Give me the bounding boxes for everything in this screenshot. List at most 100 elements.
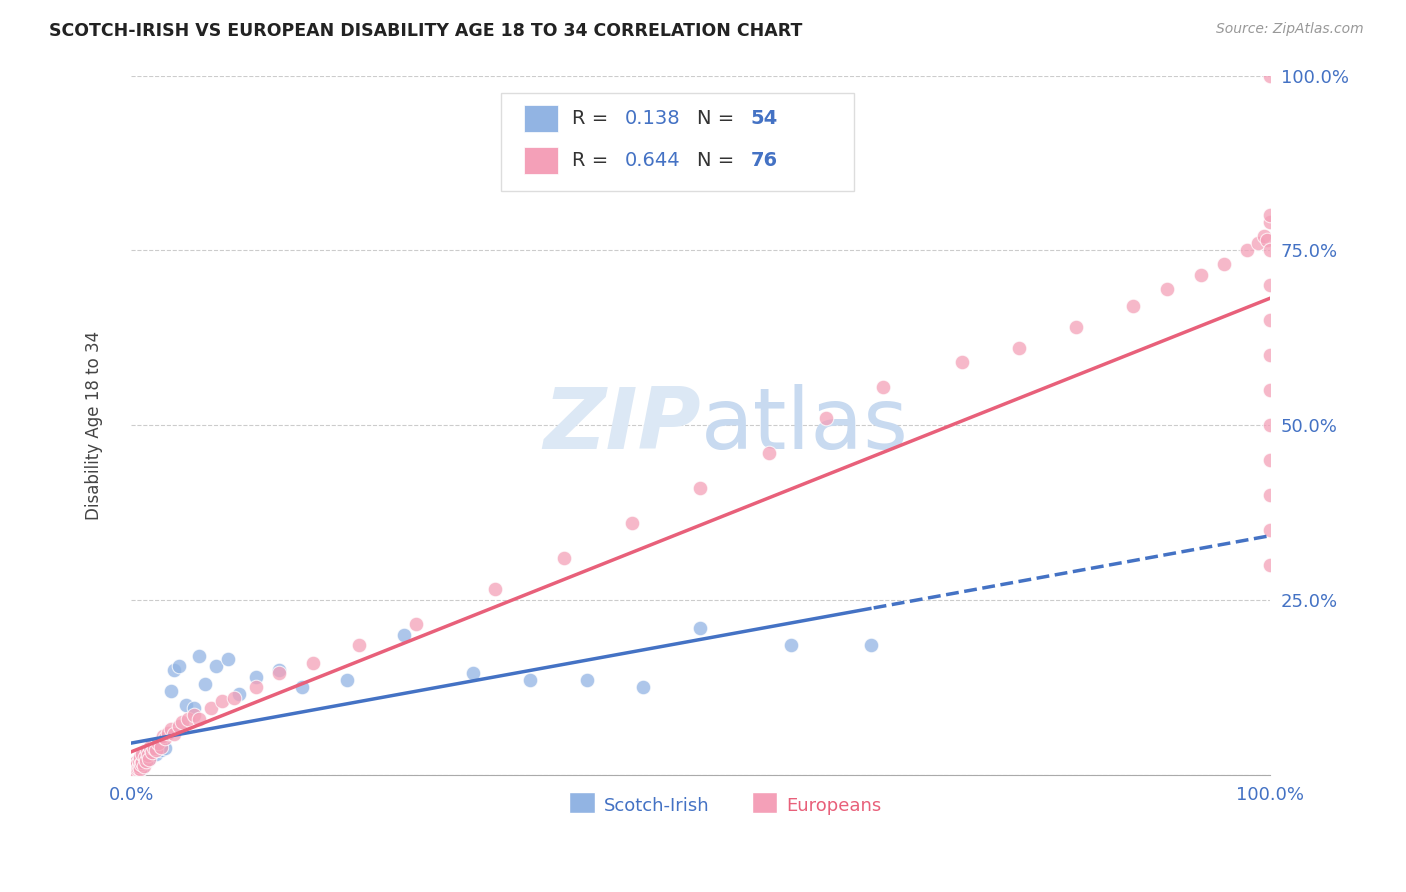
Point xyxy=(217,652,239,666)
Point xyxy=(138,752,160,766)
Point xyxy=(145,743,167,757)
Point xyxy=(872,379,894,393)
FancyBboxPatch shape xyxy=(501,93,853,191)
Point xyxy=(245,680,267,694)
Point xyxy=(131,755,153,769)
Point xyxy=(125,762,148,776)
Point xyxy=(131,761,153,775)
Point xyxy=(141,745,163,759)
Point xyxy=(128,759,150,773)
Point xyxy=(1258,69,1281,83)
Text: 54: 54 xyxy=(751,109,778,128)
Text: 76: 76 xyxy=(751,151,778,170)
Point xyxy=(122,761,145,775)
Point xyxy=(519,673,541,688)
Point xyxy=(141,745,163,759)
Point xyxy=(461,666,484,681)
Point xyxy=(1213,257,1236,271)
Y-axis label: Disability Age 18 to 34: Disability Age 18 to 34 xyxy=(86,331,103,520)
Point xyxy=(1253,229,1275,244)
Point xyxy=(136,747,159,762)
Point xyxy=(394,628,416,642)
Point xyxy=(1258,313,1281,327)
Point xyxy=(1258,418,1281,433)
Text: Source: ZipAtlas.com: Source: ZipAtlas.com xyxy=(1216,22,1364,37)
Point xyxy=(200,701,222,715)
Point xyxy=(758,446,780,460)
Point xyxy=(689,481,711,495)
Text: 0.138: 0.138 xyxy=(626,109,681,128)
Point xyxy=(228,687,250,701)
Point xyxy=(1236,244,1258,258)
Point xyxy=(269,663,291,677)
Point xyxy=(1258,383,1281,397)
Point xyxy=(135,743,157,757)
Point xyxy=(124,762,146,776)
Point xyxy=(1258,523,1281,537)
Point xyxy=(128,761,150,775)
Point xyxy=(136,747,159,762)
Text: atlas: atlas xyxy=(700,384,908,467)
Point xyxy=(183,708,205,723)
Point xyxy=(1258,278,1281,293)
Point xyxy=(139,739,162,754)
Point xyxy=(1064,320,1087,334)
Point xyxy=(1258,488,1281,502)
Point xyxy=(136,743,159,757)
Point xyxy=(152,729,174,743)
Point xyxy=(124,764,146,779)
Point xyxy=(163,727,186,741)
Point xyxy=(160,683,183,698)
Point xyxy=(163,663,186,677)
Text: R =: R = xyxy=(572,151,614,170)
Point xyxy=(689,621,711,635)
Point xyxy=(302,656,325,670)
Text: 0.644: 0.644 xyxy=(626,151,681,170)
Point xyxy=(155,741,177,756)
Point xyxy=(405,617,427,632)
Point xyxy=(131,759,153,773)
Text: Europeans: Europeans xyxy=(786,797,882,815)
Point xyxy=(129,752,152,766)
Point xyxy=(131,757,153,772)
Point xyxy=(1258,348,1281,362)
Point xyxy=(245,670,267,684)
Point xyxy=(172,715,194,730)
Point xyxy=(814,411,837,425)
Point xyxy=(1247,236,1270,251)
Point xyxy=(621,516,644,530)
FancyBboxPatch shape xyxy=(569,792,595,814)
Point xyxy=(291,680,314,694)
Point xyxy=(132,759,155,773)
Point xyxy=(125,755,148,769)
Point xyxy=(222,690,245,705)
Point xyxy=(142,741,165,756)
Point xyxy=(139,739,162,754)
Point xyxy=(188,712,211,726)
Point xyxy=(148,736,170,750)
Point xyxy=(1256,233,1278,247)
Point xyxy=(131,757,153,772)
Point xyxy=(860,638,883,652)
Point xyxy=(124,764,146,779)
Point xyxy=(149,743,172,757)
Point xyxy=(135,754,157,768)
Text: N =: N = xyxy=(697,151,741,170)
Point xyxy=(122,759,145,773)
Point xyxy=(780,638,803,652)
Point xyxy=(167,719,190,733)
Point xyxy=(194,677,217,691)
Point xyxy=(167,659,190,673)
Point xyxy=(131,750,153,764)
Point xyxy=(633,680,655,694)
Point xyxy=(128,757,150,772)
Point xyxy=(121,761,143,775)
Point xyxy=(136,754,159,768)
Point xyxy=(174,698,197,712)
Point xyxy=(125,762,148,776)
Point xyxy=(211,694,233,708)
Point xyxy=(156,725,179,739)
Point xyxy=(553,550,575,565)
Point xyxy=(128,754,150,768)
Point xyxy=(129,762,152,776)
